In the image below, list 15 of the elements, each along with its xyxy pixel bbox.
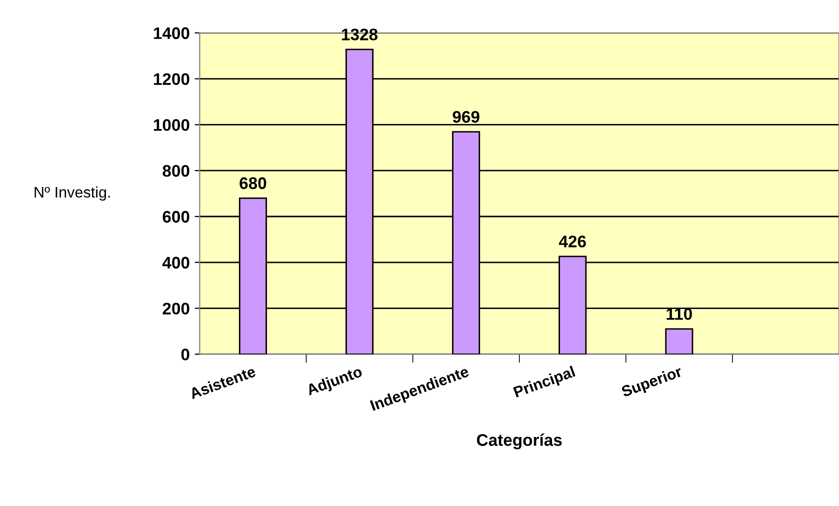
y-tick-label: 400 — [162, 256, 190, 269]
y-tick-label: 0 — [181, 348, 190, 360]
data-label: 426 — [558, 236, 586, 248]
bar — [665, 328, 694, 354]
y-tick-label: 600 — [162, 210, 190, 223]
y-axis-title: Nº Investig. — [34, 186, 110, 201]
y-tick-label: 1000 — [154, 119, 190, 131]
y-tick-label: 1200 — [154, 73, 190, 85]
data-label: 969 — [452, 110, 480, 123]
data-label: 680 — [240, 177, 266, 190]
y-tick-label: 800 — [162, 164, 190, 177]
x-axis-title: Categorías — [476, 434, 562, 450]
y-tick-label: 200 — [162, 302, 190, 314]
data-label: 1328 — [342, 28, 378, 40]
y-tick-label: 1400 — [154, 27, 190, 40]
